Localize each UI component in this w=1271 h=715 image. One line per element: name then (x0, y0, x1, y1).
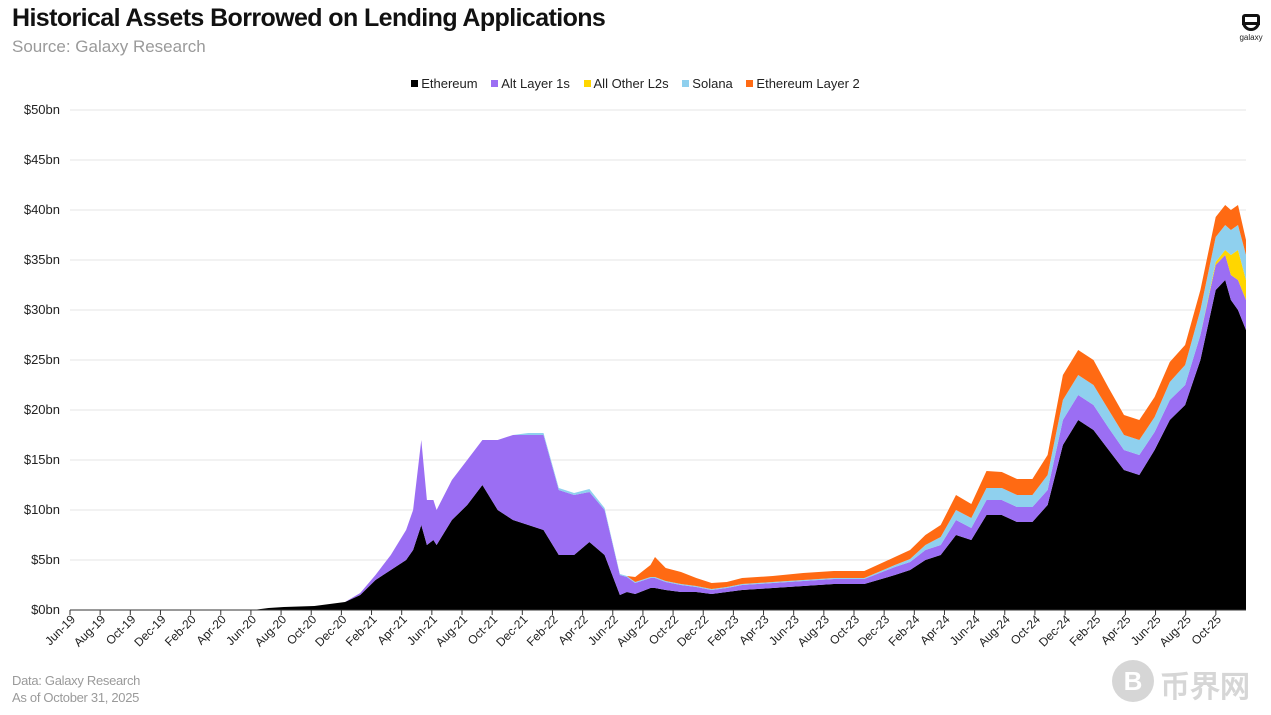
y-tick-label: $40bn (24, 202, 60, 217)
x-tick-label: Apr-23 (736, 612, 772, 648)
y-tick-label: $20bn (24, 402, 60, 417)
legend-item-solana: Solana (682, 76, 733, 91)
footer-data-source: Data: Galaxy Research (12, 673, 141, 688)
legend-item-ethereum-layer-2: Ethereum Layer 2 (746, 76, 860, 91)
chart-areas (70, 205, 1246, 610)
x-tick-label: Dec-23 (855, 612, 892, 649)
x-tick-label: Feb-20 (162, 612, 199, 649)
watermark-coin-icon: B (1112, 660, 1154, 702)
watermark-text: 币界网 (1160, 671, 1250, 704)
galaxy-logo-icon (1242, 14, 1260, 31)
x-tick-label: Dec-21 (493, 612, 530, 649)
x-tick-label: Dec-20 (312, 612, 349, 649)
x-tick-label: Feb-22 (524, 612, 561, 649)
x-tick-label: Apr-25 (1098, 612, 1134, 648)
chart-subtitle: Source: Galaxy Research (12, 37, 206, 56)
x-tick-label: Aug-22 (614, 612, 651, 649)
y-tick-label: $30bn (24, 302, 60, 317)
y-tick-label: $0bn (31, 602, 60, 617)
legend-swatch-ethereum-layer-2 (746, 80, 754, 87)
chart-title: Historical Assets Borrowed on Lending Ap… (12, 4, 606, 32)
x-tick-label: Aug-21 (433, 612, 470, 649)
legend-swatch-alt-layer-1s (491, 80, 499, 87)
legend-label-all-other-l2s: All Other L2s (593, 76, 669, 91)
x-tick-label: Oct-25 (1189, 612, 1225, 648)
x-tick-label: Aug-24 (976, 612, 1013, 649)
x-tick-label: Apr-20 (194, 612, 230, 648)
x-tick-label: Apr-21 (374, 612, 410, 648)
x-tick-label: Apr-24 (917, 612, 953, 648)
y-tick-label: $25bn (24, 352, 60, 367)
legend-swatch-ethereum (411, 80, 419, 87)
y-tick-label: $15bn (24, 452, 60, 467)
x-tick-label: Aug-23 (795, 612, 832, 649)
y-tick-label: $5bn (31, 552, 60, 567)
x-tick-label: Dec-19 (131, 612, 168, 649)
legend-label-solana: Solana (692, 76, 733, 91)
galaxy-logo: galaxy (1234, 14, 1268, 42)
x-tick-label: Aug-20 (252, 612, 289, 649)
y-tick-label: $50bn (24, 102, 60, 117)
y-tick-label: $10bn (24, 502, 60, 517)
y-tick-label: $35bn (24, 252, 60, 267)
x-tick-label: Feb-21 (343, 612, 380, 649)
area-ethereum (70, 280, 1246, 610)
x-tick-label: Feb-25 (1067, 612, 1104, 649)
footer-as-of-date: As of October 31, 2025 (12, 690, 140, 705)
y-tick-label: $45bn (24, 152, 60, 167)
legend-label-ethereum: Ethereum (421, 76, 478, 91)
x-tick-label: Dec-22 (674, 612, 711, 649)
area-ethereum-layer-2 (70, 205, 1246, 610)
legend-item-all-other-l2s: All Other L2s (583, 76, 669, 91)
legend-item-alt-layer-1s: Alt Layer 1s (491, 76, 570, 91)
x-tick-label: Feb-24 (886, 612, 923, 649)
legend-swatch-solana (682, 80, 690, 87)
galaxy-logo-text: galaxy (1239, 33, 1263, 42)
legend-label-ethereum-layer-2: Ethereum Layer 2 (756, 76, 860, 91)
legend-label-alt-layer-1s: Alt Layer 1s (501, 76, 570, 91)
x-tick-label: Aug-25 (1157, 612, 1194, 649)
x-tick-label: Feb-23 (705, 612, 742, 649)
watermark: B 币界网 (1112, 658, 1262, 708)
chart-legend: Ethereum Alt Layer 1s All Other L2s Sola… (0, 76, 1271, 91)
x-tick-label: Apr-22 (555, 612, 591, 648)
legend-swatch-all-other-l2s (583, 80, 591, 87)
x-tick-label: Dec-24 (1036, 612, 1073, 649)
x-tick-label: Aug-19 (71, 612, 108, 649)
legend-item-ethereum: Ethereum (411, 76, 478, 91)
